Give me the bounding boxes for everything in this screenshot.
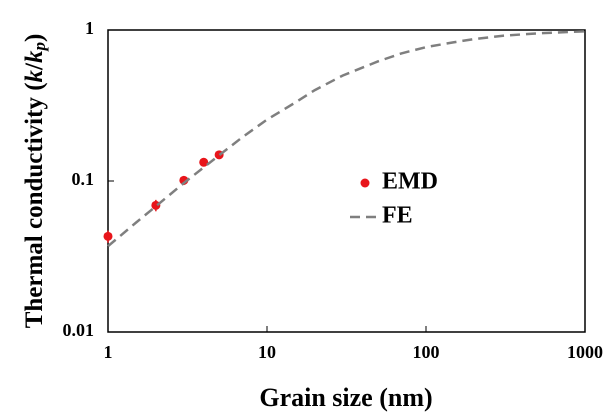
x-tick-label: 1 (104, 342, 113, 362)
y-label-part: k (21, 50, 48, 63)
y-tick-label: 1 (85, 18, 94, 38)
legend-label: FE (382, 203, 413, 229)
legend-marker (360, 178, 370, 188)
x-tick-label: 1000 (567, 342, 603, 362)
y-tick-label: 0.01 (63, 320, 95, 340)
x-tick-label: 100 (413, 342, 440, 362)
y-label-part: p (30, 42, 49, 53)
x-tick-label: 10 (258, 342, 276, 362)
fe-line (107, 30, 586, 248)
data-point (103, 231, 113, 241)
y-label-part: / (21, 62, 48, 71)
y-label-part: k (21, 69, 48, 82)
y-tick-label: 0.1 (72, 169, 95, 189)
x-axis-label: Grain size (nm) (259, 383, 432, 412)
y-label-part: ) (21, 34, 48, 42)
y-axis-label: Thermal conductivity (k/kp) (21, 34, 49, 329)
legend-label: EMD (382, 169, 438, 195)
data-point (199, 157, 209, 167)
y-label-part: Thermal conductivity ( (21, 82, 48, 328)
